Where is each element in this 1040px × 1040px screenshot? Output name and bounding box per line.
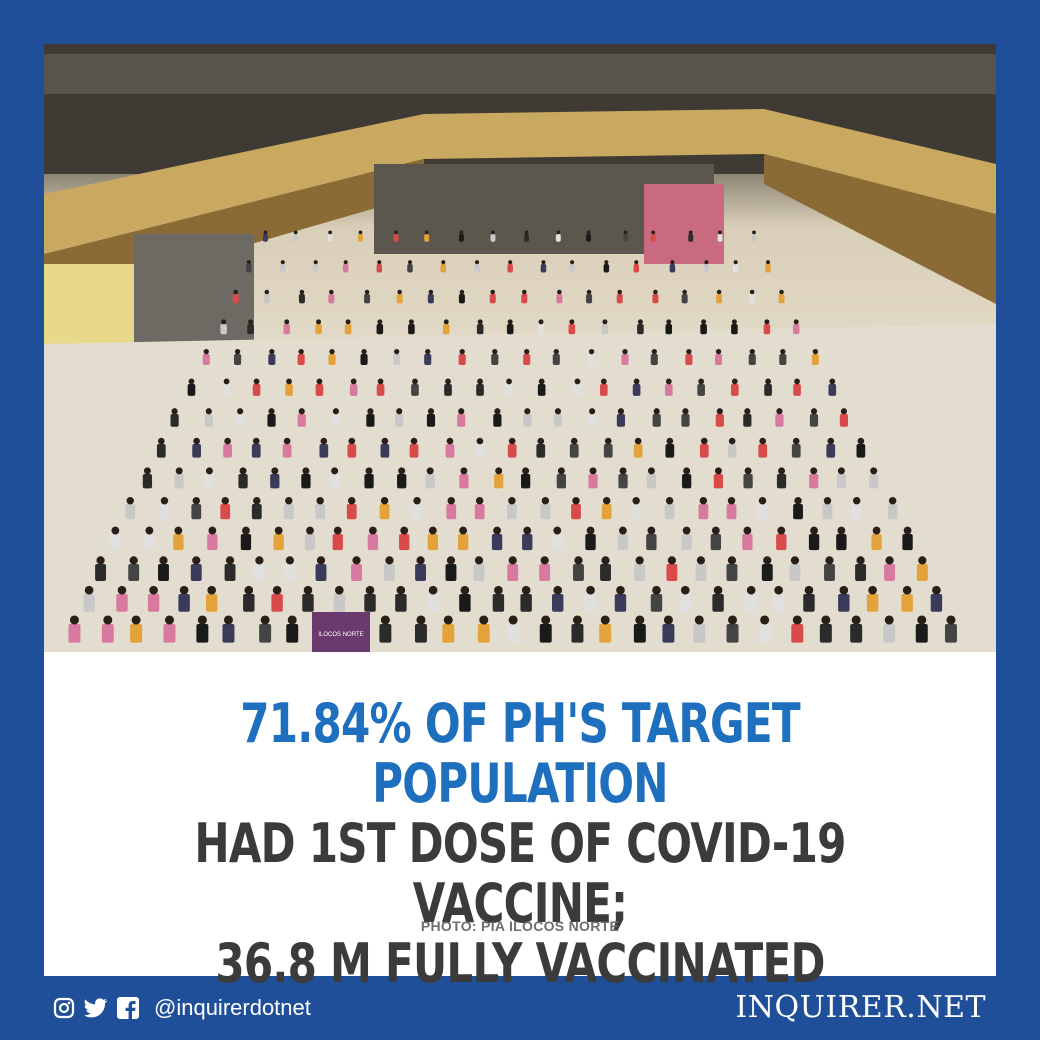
- brand-logo-text: INQUIRER.NET: [735, 990, 986, 1025]
- headline-line-2: HAD 1ST DOSE OF COVID-19 VACCINE;: [194, 812, 846, 935]
- photo-sign-text: ILOCOS NORTE: [318, 632, 363, 638]
- vaccination-site-photo: ILOCOS NORTE: [44, 44, 996, 652]
- twitter-icon[interactable]: [84, 996, 108, 1020]
- photo-credit: PHOTO: PIA ILOCOS NORTE: [420, 918, 620, 934]
- headline-line-1: 71.84% OF PH'S TARGET POPULATION: [240, 692, 800, 815]
- facebook-icon[interactable]: [116, 996, 140, 1020]
- instagram-icon[interactable]: [52, 996, 76, 1020]
- headline: 71.84% OF PH'S TARGET POPULATION HAD 1ST…: [149, 694, 892, 994]
- post-card: ILOCOS NORTE 71.84% OF PH'S TARGET POPUL…: [44, 44, 996, 994]
- social-handle[interactable]: @inquirerdotnet: [154, 995, 311, 1020]
- headline-line-3: 36.8 M FULLY VACCINATED: [215, 932, 825, 995]
- social-footer: @inquirerdotnet: [52, 992, 311, 1024]
